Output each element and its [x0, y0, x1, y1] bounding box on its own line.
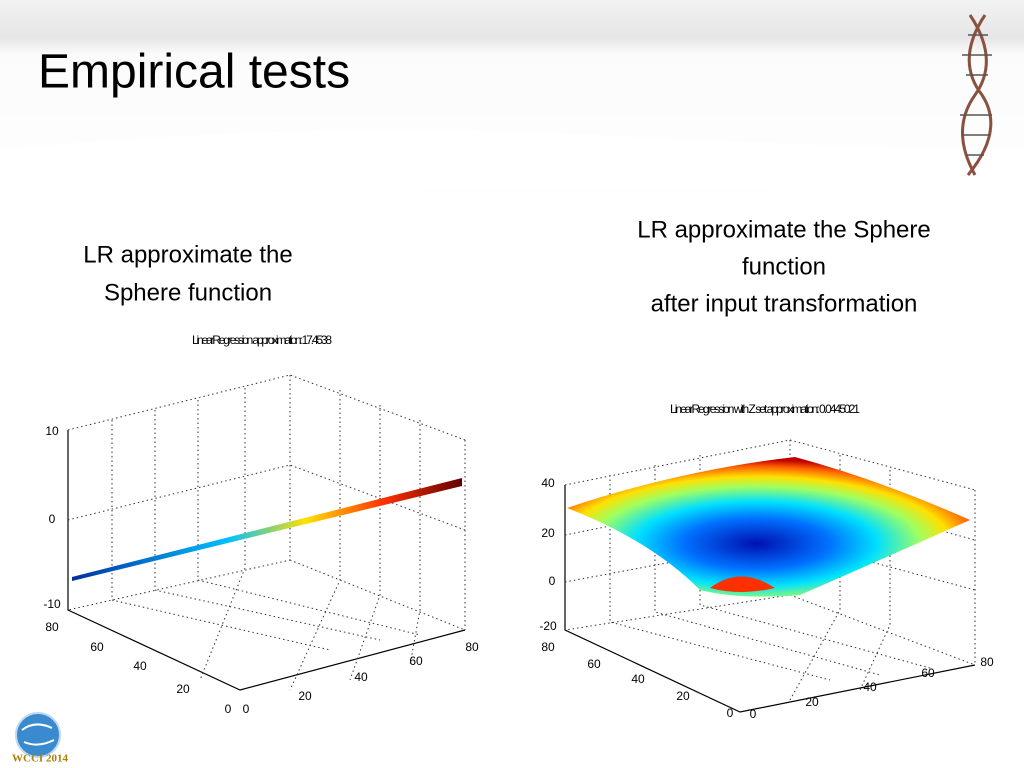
z-tick-label: 0: [549, 574, 556, 588]
plot-title: LinearRegression with Z set approximatio…: [670, 402, 860, 416]
x-tick-label: 40: [863, 680, 877, 694]
surface: [72, 478, 462, 581]
plot-frame: [564, 439, 976, 713]
x-tick-label: 80: [465, 640, 479, 654]
caption: after input transformation: [651, 290, 918, 317]
caption: function: [742, 253, 826, 280]
caption: Sphere function: [104, 279, 272, 306]
x-tick-label: 40: [354, 670, 368, 684]
z-tick-label: 40: [541, 476, 555, 490]
x-tick-label: 60: [409, 654, 423, 668]
y-tick-label: 40: [631, 672, 645, 686]
x-tick-label: 0: [750, 707, 757, 721]
y-tick-label: 60: [587, 657, 601, 671]
dna-graphic: [960, 14, 993, 176]
z-tick-label: 20: [541, 526, 555, 540]
logo-text: WCCI 2014: [12, 753, 68, 765]
z-tick-label: 0: [49, 512, 56, 526]
y-tick-label: 80: [45, 620, 59, 634]
y-tick-label: 0: [225, 702, 232, 716]
logo: WCCI 2014: [12, 712, 68, 765]
y-tick-label: 60: [90, 640, 104, 654]
plot-frame: [67, 374, 466, 691]
caption: LR approximate the Sphere: [637, 216, 931, 243]
z-tick-label: -20: [539, 619, 557, 633]
plot-title: LinearRegression approximation: 17.4538: [192, 333, 332, 347]
y-tick-label: 0: [727, 706, 734, 720]
x-tick-label: 20: [805, 695, 819, 709]
surface-patch: [710, 576, 775, 592]
background-band: [0, 130, 1024, 205]
x-tick-label: 20: [298, 689, 312, 703]
y-tick-label: 80: [541, 640, 555, 654]
x-tick-label: 0: [243, 702, 250, 716]
surface: [567, 457, 970, 597]
y-tick-label: 20: [176, 682, 190, 696]
slide-title: Empirical tests: [38, 46, 350, 99]
z-tick-label: -10: [43, 597, 61, 611]
y-tick-label: 40: [133, 659, 147, 673]
x-tick-label: 80: [980, 655, 994, 669]
caption: LR approximate the: [83, 241, 292, 268]
x-tick-label: 60: [921, 666, 935, 680]
z-tick-label: 10: [45, 424, 59, 438]
y-tick-label: 20: [676, 689, 690, 703]
